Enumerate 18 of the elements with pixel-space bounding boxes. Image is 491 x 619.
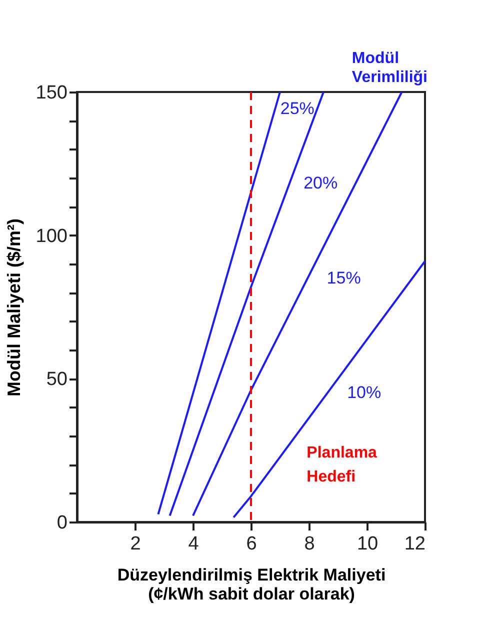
x-tick-label: 10 <box>356 534 378 554</box>
legend-title: Modül Verimliliği <box>352 50 428 86</box>
x-axis-title: Düzeylendirilmiş Elektrik Maliyeti (¢/kWh sabit dolar olarak) <box>117 566 386 604</box>
x-tick-label: 4 <box>188 534 200 554</box>
annotation: Planlama Hedefi <box>306 444 378 486</box>
y-axis-title: Modül Maliyeti ($/m²) <box>4 218 24 397</box>
x-tick-label: 12 <box>404 534 426 554</box>
y-tick-label: 0 <box>56 512 68 534</box>
y-tick-label: 100 <box>36 226 68 247</box>
series-label: 15% <box>326 268 361 288</box>
x-tick-label: 8 <box>304 534 315 554</box>
x-tick-label: 2 <box>130 534 141 554</box>
y-tick-label: 150 <box>36 82 68 104</box>
y-tick-label: 50 <box>46 369 68 390</box>
series-label: 10% <box>347 383 382 402</box>
x-tick-label: 6 <box>246 534 257 554</box>
series-label: 20% <box>304 174 338 193</box>
series-label: 25% <box>280 99 314 118</box>
